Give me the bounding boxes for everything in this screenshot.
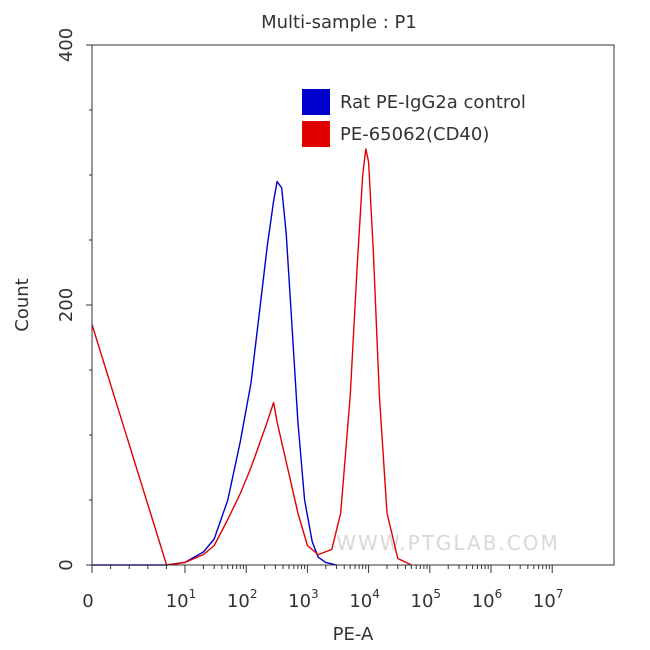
legend-label-control: Rat PE-IgG2a control	[340, 92, 526, 113]
series-line-1	[91, 148, 412, 566]
legend: Rat PE-IgG2a control PE-65062(CD40)	[302, 89, 526, 147]
series-layer	[91, 148, 412, 566]
legend-label-cd40: PE-65062(CD40)	[340, 124, 489, 145]
x-tick-label-2: 102	[227, 587, 258, 612]
y-axis: 0 200 400	[56, 28, 92, 571]
legend-swatch-cd40	[302, 121, 330, 147]
y-tick-label-200: 200	[56, 288, 77, 322]
y-tick-label-0: 0	[56, 559, 77, 570]
x-tick-label-0: 0	[82, 591, 93, 612]
legend-swatch-control	[302, 89, 330, 115]
series-line-0	[92, 180, 337, 566]
x-tick-label-7: 107	[533, 587, 564, 612]
x-tick-label-1: 101	[166, 587, 197, 612]
x-tick-label-4: 104	[349, 587, 380, 612]
x-tick-label-3: 103	[288, 587, 319, 612]
x-tick-label-6: 106	[472, 587, 503, 612]
plot-frame	[91, 44, 615, 566]
x-axis: 0 101 102 103 104 105 106 107	[82, 565, 563, 612]
y-tick-label-400: 400	[56, 28, 77, 62]
chart-title: Multi-sample : P1	[261, 12, 417, 33]
x-axis-label: PE-A	[333, 624, 374, 645]
watermark-text: WWW.PTGLAB.COM	[336, 531, 560, 555]
y-axis-label: Count	[12, 278, 33, 331]
x-tick-label-5: 105	[411, 587, 442, 612]
